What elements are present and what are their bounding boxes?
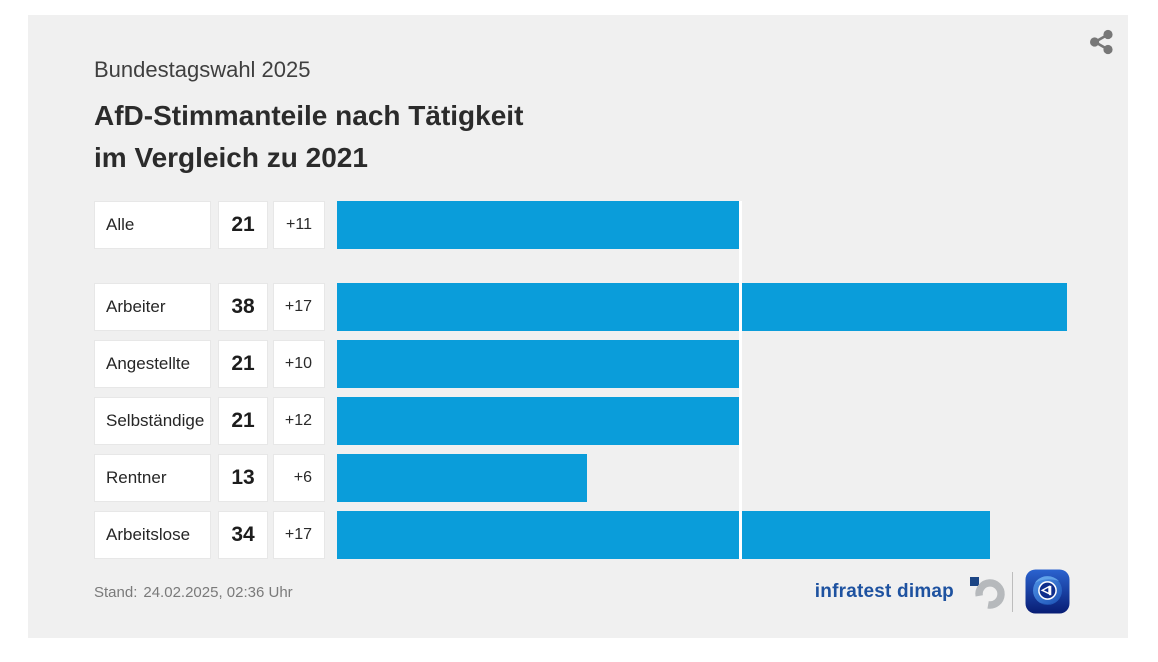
bar-track: [337, 454, 1106, 502]
bar: [337, 397, 741, 445]
bar-row: Selbständige 21 +12: [94, 397, 1106, 445]
change-label: +17: [273, 511, 325, 559]
change-label: +17: [273, 283, 325, 331]
infratest-dimap-logo-icon: [970, 576, 1005, 609]
value-label: 38: [218, 283, 268, 331]
footer-logos: infratest dimap: [815, 569, 1070, 614]
bar-track: [337, 511, 1106, 559]
chart-card: Bundestagswahl 2025 AfD-Stimmanteile nac…: [28, 15, 1128, 638]
infratest-dimap-wordmark: infratest dimap: [814, 580, 954, 602]
share-icon: [1090, 29, 1113, 55]
change-label: +6: [273, 454, 325, 502]
logo-divider: [1012, 571, 1013, 612]
value-label: 13: [218, 454, 268, 502]
bar-row: Arbeiter 38 +17: [94, 283, 1106, 331]
bar-track: [337, 340, 1106, 388]
bar: [337, 340, 741, 388]
ard-tagesschau-icon: [1025, 569, 1070, 614]
category-label: Alle: [94, 201, 211, 249]
value-label: 34: [218, 511, 268, 559]
timestamp-value: 24.02.2025, 02:36 Uhr: [143, 584, 293, 601]
change-label: +12: [273, 397, 325, 445]
category-label: Arbeiter: [94, 283, 211, 331]
change-label: +11: [273, 201, 325, 249]
timestamp: Stand: 24.02.2025, 02:36 Uhr: [94, 584, 293, 601]
timestamp-label: Stand:: [94, 584, 138, 601]
bar-track: [337, 201, 1106, 249]
reference-line: [739, 201, 742, 559]
change-label: +10: [273, 340, 325, 388]
value-label: 21: [218, 340, 268, 388]
category-label: Arbeitslose: [94, 511, 211, 559]
bar: [337, 511, 990, 559]
value-label: 21: [218, 397, 268, 445]
bar-row: Arbeitslose 34 +17: [94, 511, 1106, 559]
category-label: Selbständige: [94, 397, 211, 445]
bar: [337, 201, 741, 249]
category-label: Rentner: [94, 454, 211, 502]
bar-row: Rentner 13 +6: [94, 454, 1106, 502]
category-label: Angestellte: [94, 340, 211, 388]
chart-title-line1: AfD-Stimmanteile nach Tätigkeit: [94, 100, 524, 131]
bar: [337, 283, 1067, 331]
bar-track: [337, 283, 1106, 331]
bar-chart: Alle 21 +11 Arbeiter 38 +17 Angestellte 21 +10 Se…: [94, 201, 1106, 568]
chart-title: AfD-Stimmanteile nach Tätigkeit im Vergl…: [94, 95, 523, 179]
share-button[interactable]: [1086, 26, 1118, 58]
bar-row: Angestellte 21 +10: [94, 340, 1106, 388]
value-label: 21: [218, 201, 268, 249]
bar: [337, 454, 587, 502]
chart-kicker: Bundestagswahl 2025: [94, 57, 311, 82]
bar-track: [337, 397, 1106, 445]
bar-row: Alle 21 +11: [94, 201, 1106, 249]
chart-title-line2: im Vergleich zu 2021: [94, 142, 368, 173]
